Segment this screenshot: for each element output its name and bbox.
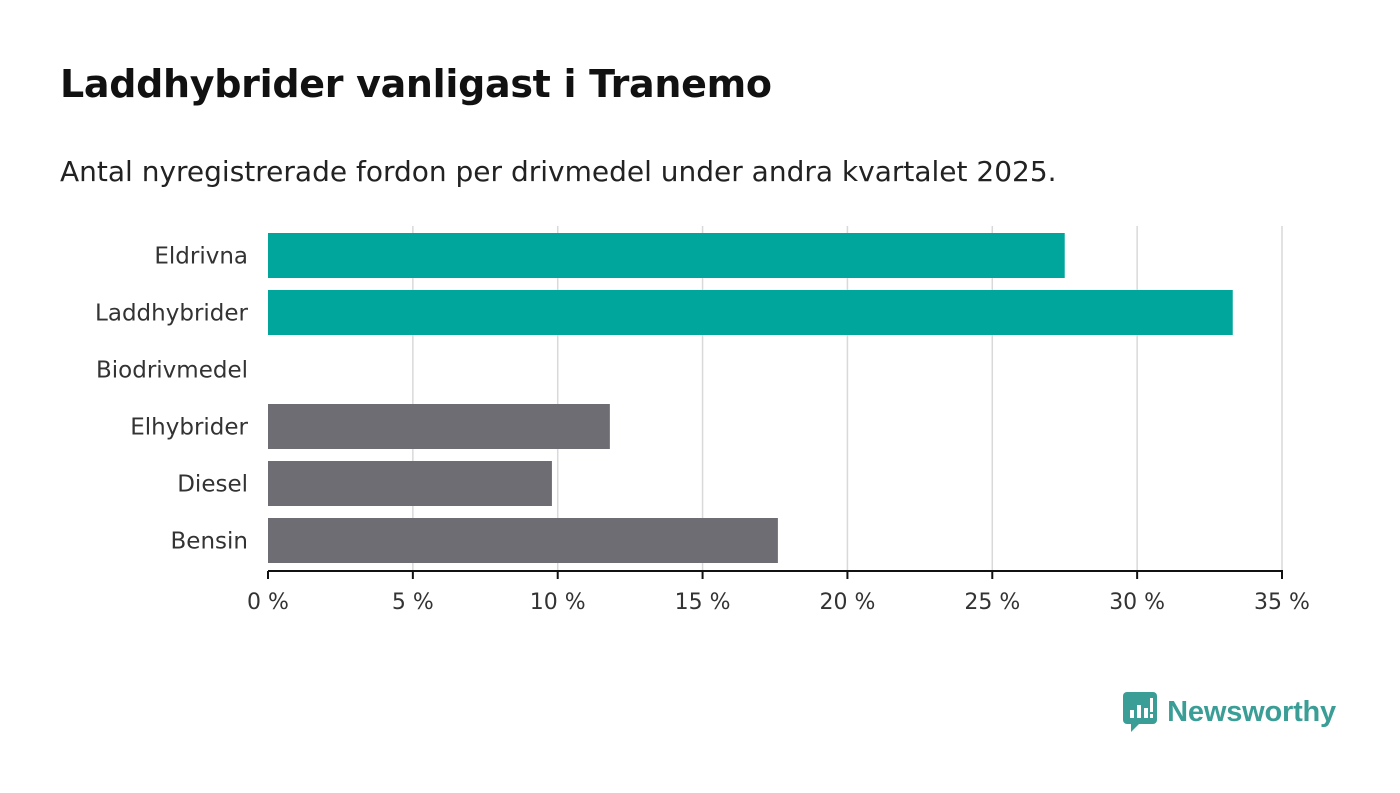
brand-logo: Newsworthy — [1123, 692, 1336, 732]
x-tick-label: 20 % — [819, 590, 875, 615]
x-tick-label: 15 % — [675, 590, 731, 615]
bar-chart-speech-bubble-icon — [1123, 692, 1158, 732]
bar-eldrivna — [268, 233, 1065, 278]
bar-bensin — [268, 518, 778, 563]
category-label: Diesel — [177, 472, 248, 498]
bar-elhybrider — [268, 404, 610, 449]
category-label: Biodrivmedel — [96, 358, 248, 384]
category-label: Bensin — [171, 529, 248, 555]
chart-subtitle: Antal nyregistrerade fordon per drivmede… — [60, 155, 1057, 188]
category-label: Elhybrider — [130, 415, 248, 441]
x-tick-label: 35 % — [1254, 590, 1310, 615]
category-label: Laddhybrider — [95, 301, 248, 327]
x-tick-label: 30 % — [1109, 590, 1165, 615]
bar-laddhybrider — [268, 290, 1233, 335]
chart-title: Laddhybrider vanligast i Tranemo — [60, 62, 772, 106]
x-tick-label: 10 % — [530, 590, 586, 615]
brand-name: Newsworthy — [1167, 695, 1336, 728]
x-tick-label: 5 % — [392, 590, 434, 615]
x-tick-label: 25 % — [964, 590, 1020, 615]
bar-diesel — [268, 461, 552, 506]
category-label: Eldrivna — [154, 244, 248, 270]
x-tick-label: 0 % — [247, 590, 289, 615]
